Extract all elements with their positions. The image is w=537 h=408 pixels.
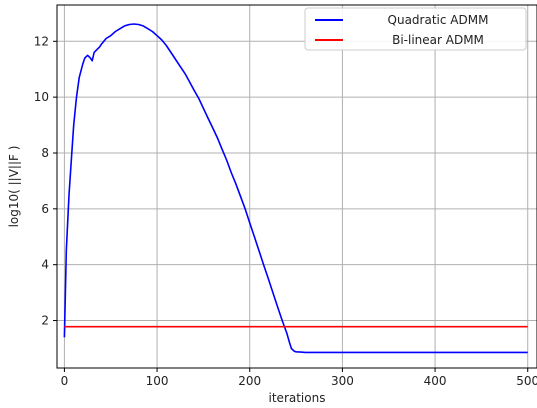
y-tick-label: 4 — [41, 258, 49, 272]
x-tick-label: 400 — [424, 374, 447, 388]
legend-label: Bi-linear ADMM — [392, 33, 484, 47]
x-tick-label: 0 — [61, 374, 69, 388]
series-line-0 — [63, 23, 528, 354]
legend: Quadratic ADMM Bi-linear ADMM — [304, 7, 527, 51]
y-tick-label: 8 — [41, 146, 49, 160]
legend-label: Quadratic ADMM — [388, 13, 489, 27]
grid-lines — [57, 5, 537, 368]
x-axis-ticks: 0 100 200 300 400 500 — [61, 368, 537, 388]
x-tick-label: 500 — [516, 374, 537, 388]
y-tick-label: 12 — [34, 34, 49, 48]
x-tick-label: 300 — [331, 374, 354, 388]
plot-frame — [56, 4, 537, 369]
y-tick-label: 10 — [34, 90, 49, 104]
legend-box — [304, 7, 527, 51]
x-axis-label: iterations — [269, 391, 326, 405]
x-tick-label: 100 — [146, 374, 169, 388]
y-tick-label: 2 — [41, 314, 49, 328]
y-tick-label: 6 — [41, 202, 49, 216]
series-lines — [63, 23, 528, 354]
x-tick-label: 200 — [238, 374, 261, 388]
y-axis-ticks: 2 4 6 8 10 12 — [34, 34, 57, 328]
y-axis-label: log10( ||V||F ) — [7, 146, 21, 228]
